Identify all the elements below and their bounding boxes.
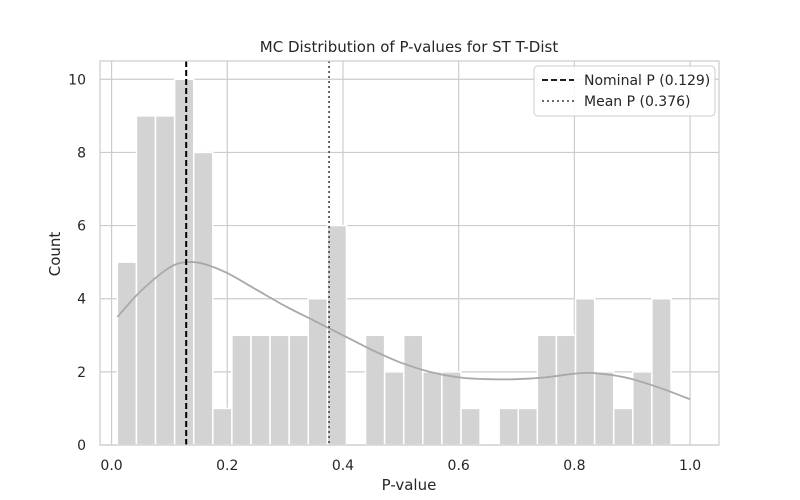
histogram-bar bbox=[498, 407, 520, 446]
x-tick-label: 1.0 bbox=[679, 458, 701, 474]
histogram-bar bbox=[593, 371, 615, 446]
histogram-bar bbox=[536, 334, 558, 446]
y-tick-label: 10 bbox=[68, 72, 86, 88]
y-tick-label: 2 bbox=[77, 365, 86, 381]
histogram-bar bbox=[212, 407, 233, 446]
histogram-bar bbox=[517, 407, 539, 446]
kde-curve bbox=[116, 261, 691, 401]
histogram-bar bbox=[288, 334, 310, 446]
y-tick-label: 8 bbox=[77, 145, 86, 161]
y-axis-label: Count bbox=[46, 232, 64, 277]
histogram-bar bbox=[441, 371, 462, 446]
x-axis-label: P-value bbox=[382, 476, 437, 494]
reference-lines bbox=[185, 61, 330, 445]
histogram-bar bbox=[269, 334, 290, 446]
histogram-bar bbox=[651, 297, 672, 446]
histogram-bar bbox=[555, 334, 577, 446]
histogram-bar bbox=[422, 371, 443, 446]
histogram-bar bbox=[154, 115, 176, 446]
histogram-bar bbox=[383, 371, 405, 446]
legend-label-nominal: Nominal P (0.129) bbox=[584, 73, 710, 89]
x-tick-label: 0.2 bbox=[216, 458, 238, 474]
histogram-bar bbox=[612, 407, 634, 446]
histogram-bar bbox=[460, 407, 481, 446]
histogram-bar bbox=[250, 334, 271, 446]
histogram-bar bbox=[307, 297, 329, 446]
histogram-bar bbox=[116, 261, 138, 446]
x-tick-label: 0.4 bbox=[332, 458, 354, 474]
x-tick-label: 0.8 bbox=[563, 458, 585, 474]
y-tick-label: 4 bbox=[77, 292, 86, 308]
kde-layer bbox=[116, 261, 691, 401]
histogram-bar bbox=[574, 297, 596, 446]
legend: Nominal P (0.129) Mean P (0.376) bbox=[533, 65, 716, 117]
histogram-bar bbox=[192, 151, 214, 446]
x-tick-label: 0.6 bbox=[448, 458, 470, 474]
tick-labels: 0.0 0.2 0.4 0.6 0.8 1.0 0 2 4 6 8 10 bbox=[68, 72, 701, 474]
legend-box bbox=[533, 65, 716, 117]
x-tick-label: 0.0 bbox=[100, 458, 122, 474]
y-tick-label: 0 bbox=[77, 438, 86, 454]
histogram-bar bbox=[231, 334, 252, 446]
legend-label-mean: Mean P (0.376) bbox=[584, 94, 691, 110]
y-tick-label: 6 bbox=[77, 219, 86, 235]
bar-layer bbox=[116, 78, 672, 446]
histogram-bar bbox=[402, 334, 424, 446]
chart-title: MC Distribution of P-values for ST T-Dis… bbox=[260, 38, 559, 56]
plot-frame bbox=[99, 60, 720, 446]
